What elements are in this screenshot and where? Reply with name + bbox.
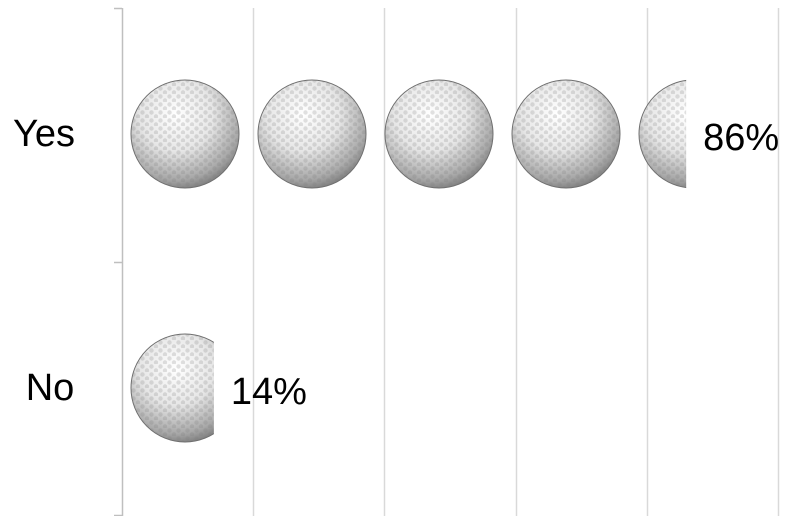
golf-ball-icon: [511, 79, 621, 189]
y-axis: [114, 7, 124, 516]
bar-no: [130, 333, 214, 443]
labels: Yes 86% No 14%: [13, 113, 779, 413]
bar-yes: [130, 79, 687, 189]
gridlines: [252, 8, 780, 516]
golf-ball-icon: [130, 79, 240, 189]
golf-ball-icon: [257, 79, 367, 189]
golf-ball-icon: [130, 333, 214, 443]
value-label-yes: 86%: [703, 117, 779, 159]
category-label-no: No: [26, 367, 75, 409]
value-label-no: 14%: [231, 371, 307, 413]
bars: [130, 79, 687, 443]
category-label-yes: Yes: [13, 113, 75, 155]
golf-ball-icon: [384, 79, 494, 189]
